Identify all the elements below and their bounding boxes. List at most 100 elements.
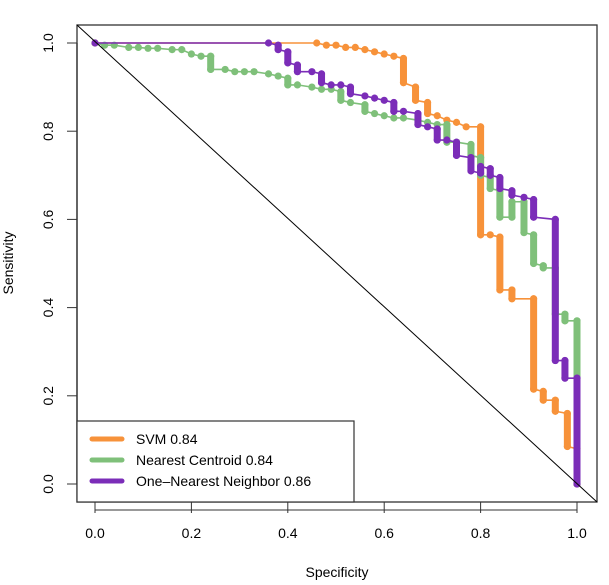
- roc-point: [154, 44, 162, 52]
- roc-point: [308, 83, 316, 91]
- roc-point: [370, 48, 379, 56]
- roc-point: [337, 81, 345, 89]
- roc-point: [467, 167, 475, 175]
- x-tick-label: 0.8: [471, 525, 491, 541]
- x-axis: 0.0 0.2 0.4 0.6 0.8 1.0: [85, 502, 587, 541]
- roc-point: [250, 68, 258, 76]
- roc-point: [477, 231, 485, 239]
- roc-point: [390, 107, 398, 115]
- roc-point: [496, 184, 504, 193]
- roc-point: [443, 136, 451, 144]
- roc-point: [452, 151, 461, 160]
- roc-point: [399, 107, 408, 115]
- x-tick-label: 0.4: [278, 525, 298, 541]
- roc-point: [551, 407, 559, 415]
- roc-point: [327, 81, 335, 89]
- roc-point: [370, 94, 379, 102]
- x-axis-title: Specificity: [305, 564, 368, 580]
- roc-point: [561, 374, 569, 382]
- roc-point: [520, 193, 528, 201]
- x-tick-label: 0.0: [85, 525, 105, 541]
- roc-point: [452, 118, 461, 126]
- roc-point: [264, 70, 273, 78]
- roc-point: [284, 59, 292, 67]
- roc-point: [551, 356, 559, 365]
- roc-point: [346, 98, 355, 107]
- roc-point: [508, 198, 516, 206]
- roc-point: [399, 114, 408, 122]
- roc-point: [477, 162, 485, 171]
- roc-point: [144, 44, 152, 52]
- roc-point: [508, 191, 516, 199]
- roc-point: [322, 41, 330, 49]
- roc-point: [530, 213, 538, 221]
- roc-point: [423, 123, 432, 131]
- y-tick-label: 0.6: [40, 209, 56, 229]
- y-tick-label: 0.2: [40, 386, 56, 406]
- series-nearest-centroid: [91, 39, 581, 488]
- roc-point: [187, 50, 195, 58]
- roc-point: [337, 96, 345, 104]
- roc-point: [561, 317, 569, 325]
- x-tick-label: 0.6: [374, 525, 394, 541]
- y-axis-title: Sensitivity: [0, 231, 16, 294]
- roc-point: [361, 92, 369, 100]
- y-tick-label: 0.8: [40, 121, 56, 141]
- x-tick-label: 0.2: [182, 525, 202, 541]
- roc-point: [317, 79, 326, 87]
- roc-point: [197, 52, 205, 60]
- roc-point: [168, 46, 176, 54]
- reference-diagonal: [76, 24, 598, 503]
- roc-point: [264, 39, 273, 47]
- roc-point: [293, 68, 302, 76]
- roc-point: [317, 85, 326, 93]
- roc-point: [361, 107, 369, 115]
- roc-point: [231, 68, 239, 76]
- roc-point: [433, 112, 441, 120]
- roc-point: [134, 43, 142, 52]
- roc-point: [496, 286, 504, 294]
- roc-point: [530, 259, 538, 268]
- series-svm: [91, 39, 581, 488]
- roc-point: [390, 52, 398, 60]
- roc-point: [496, 213, 504, 221]
- roc-point: [361, 46, 369, 54]
- roc-point: [91, 39, 99, 47]
- roc-point: [380, 96, 388, 104]
- roc-point: [308, 68, 316, 76]
- roc-point: [414, 120, 422, 129]
- roc-point: [240, 68, 249, 76]
- roc-point: [351, 43, 359, 52]
- roc-point: [530, 385, 538, 393]
- series-one-nearest-neighbor: [91, 39, 581, 488]
- roc-point: [274, 46, 282, 54]
- y-tick-label: 1.0: [40, 33, 56, 53]
- legend: SVM 0.84 Nearest Centroid 0.84 One–Nearest…: [76, 420, 355, 503]
- roc-point: [293, 81, 302, 89]
- roc-point: [433, 136, 441, 144]
- y-axis: 0.0 0.2 0.4 0.6 0.8 1.0: [40, 33, 78, 494]
- roc-point: [221, 65, 229, 74]
- y-tick-label: 0.4: [40, 298, 56, 318]
- roc-point: [332, 41, 340, 49]
- roc-point: [380, 50, 388, 58]
- roc-point: [346, 90, 355, 98]
- roc-point: [423, 109, 432, 118]
- roc-point: [539, 396, 547, 404]
- roc-point: [539, 264, 547, 272]
- curves-layer: [91, 39, 581, 488]
- roc-point: [207, 65, 215, 74]
- roc-point: [313, 39, 321, 47]
- roc-point: [380, 112, 388, 120]
- roc-point: [284, 81, 292, 89]
- roc-point: [274, 72, 282, 80]
- roc-point: [390, 114, 398, 122]
- y-tick-label: 0.0: [40, 474, 56, 494]
- roc-point: [370, 109, 379, 118]
- roc-point: [486, 184, 494, 193]
- legend-label: One–Nearest Neighbor 0.86: [136, 473, 311, 489]
- roc-point: [125, 43, 133, 52]
- legend-label: Nearest Centroid 0.84: [136, 452, 273, 468]
- roc-point: [486, 231, 494, 239]
